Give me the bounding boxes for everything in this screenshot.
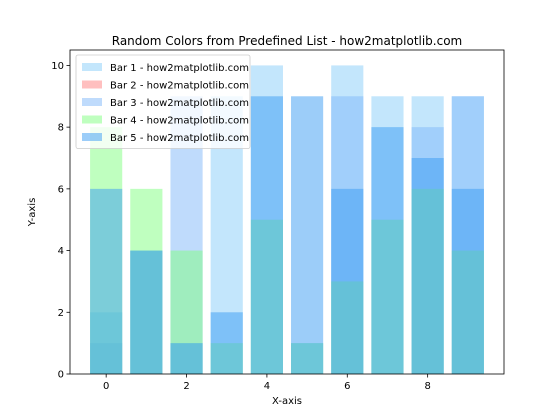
x-tick-label: 0: [103, 381, 109, 392]
legend: Bar 1 - how2matplotlib.com Bar 2 - how2ma…: [75, 54, 251, 149]
bar-series-5-x-4: [250, 96, 283, 375]
y-tick-label: 10: [51, 61, 64, 72]
legend-swatch: [82, 115, 102, 124]
legend-swatch: [82, 98, 102, 106]
x-tick-label: 2: [183, 381, 189, 392]
x-axis-label: X-axis: [272, 396, 302, 407]
plot-frame: [69, 49, 505, 375]
bar-series-5-x-9: [451, 188, 484, 374]
bar-series-5-x-5: [291, 96, 324, 375]
legend-swatch: [82, 63, 102, 71]
bar-series-5-x-3: [210, 312, 243, 374]
y-tick-label: 6: [58, 184, 64, 195]
legend-label: Bar 4 - how2matplotlib.com: [110, 116, 249, 127]
y-tick-label: 4: [58, 246, 64, 257]
legend-label: Bar 5 - how2matplotlib.com: [110, 133, 249, 144]
chart-title: Random Colors from Predefined List - how…: [112, 34, 463, 48]
legend-box: [75, 54, 251, 149]
bar-series-5-x-1: [130, 250, 163, 374]
y-tick-label: 8: [58, 123, 64, 134]
y-axis: 0 2 4 6 8 10: [51, 61, 70, 381]
y-axis-label: Y-axis: [27, 198, 38, 228]
x-tick-label: 6: [344, 381, 350, 392]
bar-series-5-x-7: [371, 127, 404, 375]
bar-series-5-x-2: [170, 343, 203, 374]
y-tick-label: 2: [58, 308, 64, 319]
x-tick-label: 8: [424, 381, 430, 392]
x-tick-label: 4: [264, 381, 270, 392]
legend-label: Bar 3 - how2matplotlib.com: [110, 98, 249, 109]
legend-label: Bar 2 - how2matplotlib.com: [110, 81, 249, 92]
legend-swatch: [82, 133, 102, 141]
bar-series-5-x-8: [411, 158, 444, 374]
bar-series-5-x-6: [331, 188, 364, 374]
y-tick-label: 0: [58, 370, 64, 381]
x-axis: 0 2 4 6 8: [103, 374, 431, 392]
bar-series-5-x-0: [90, 188, 123, 374]
legend-swatch: [82, 80, 102, 89]
legend-label: Bar 1 - how2matplotlib.com: [110, 63, 249, 74]
